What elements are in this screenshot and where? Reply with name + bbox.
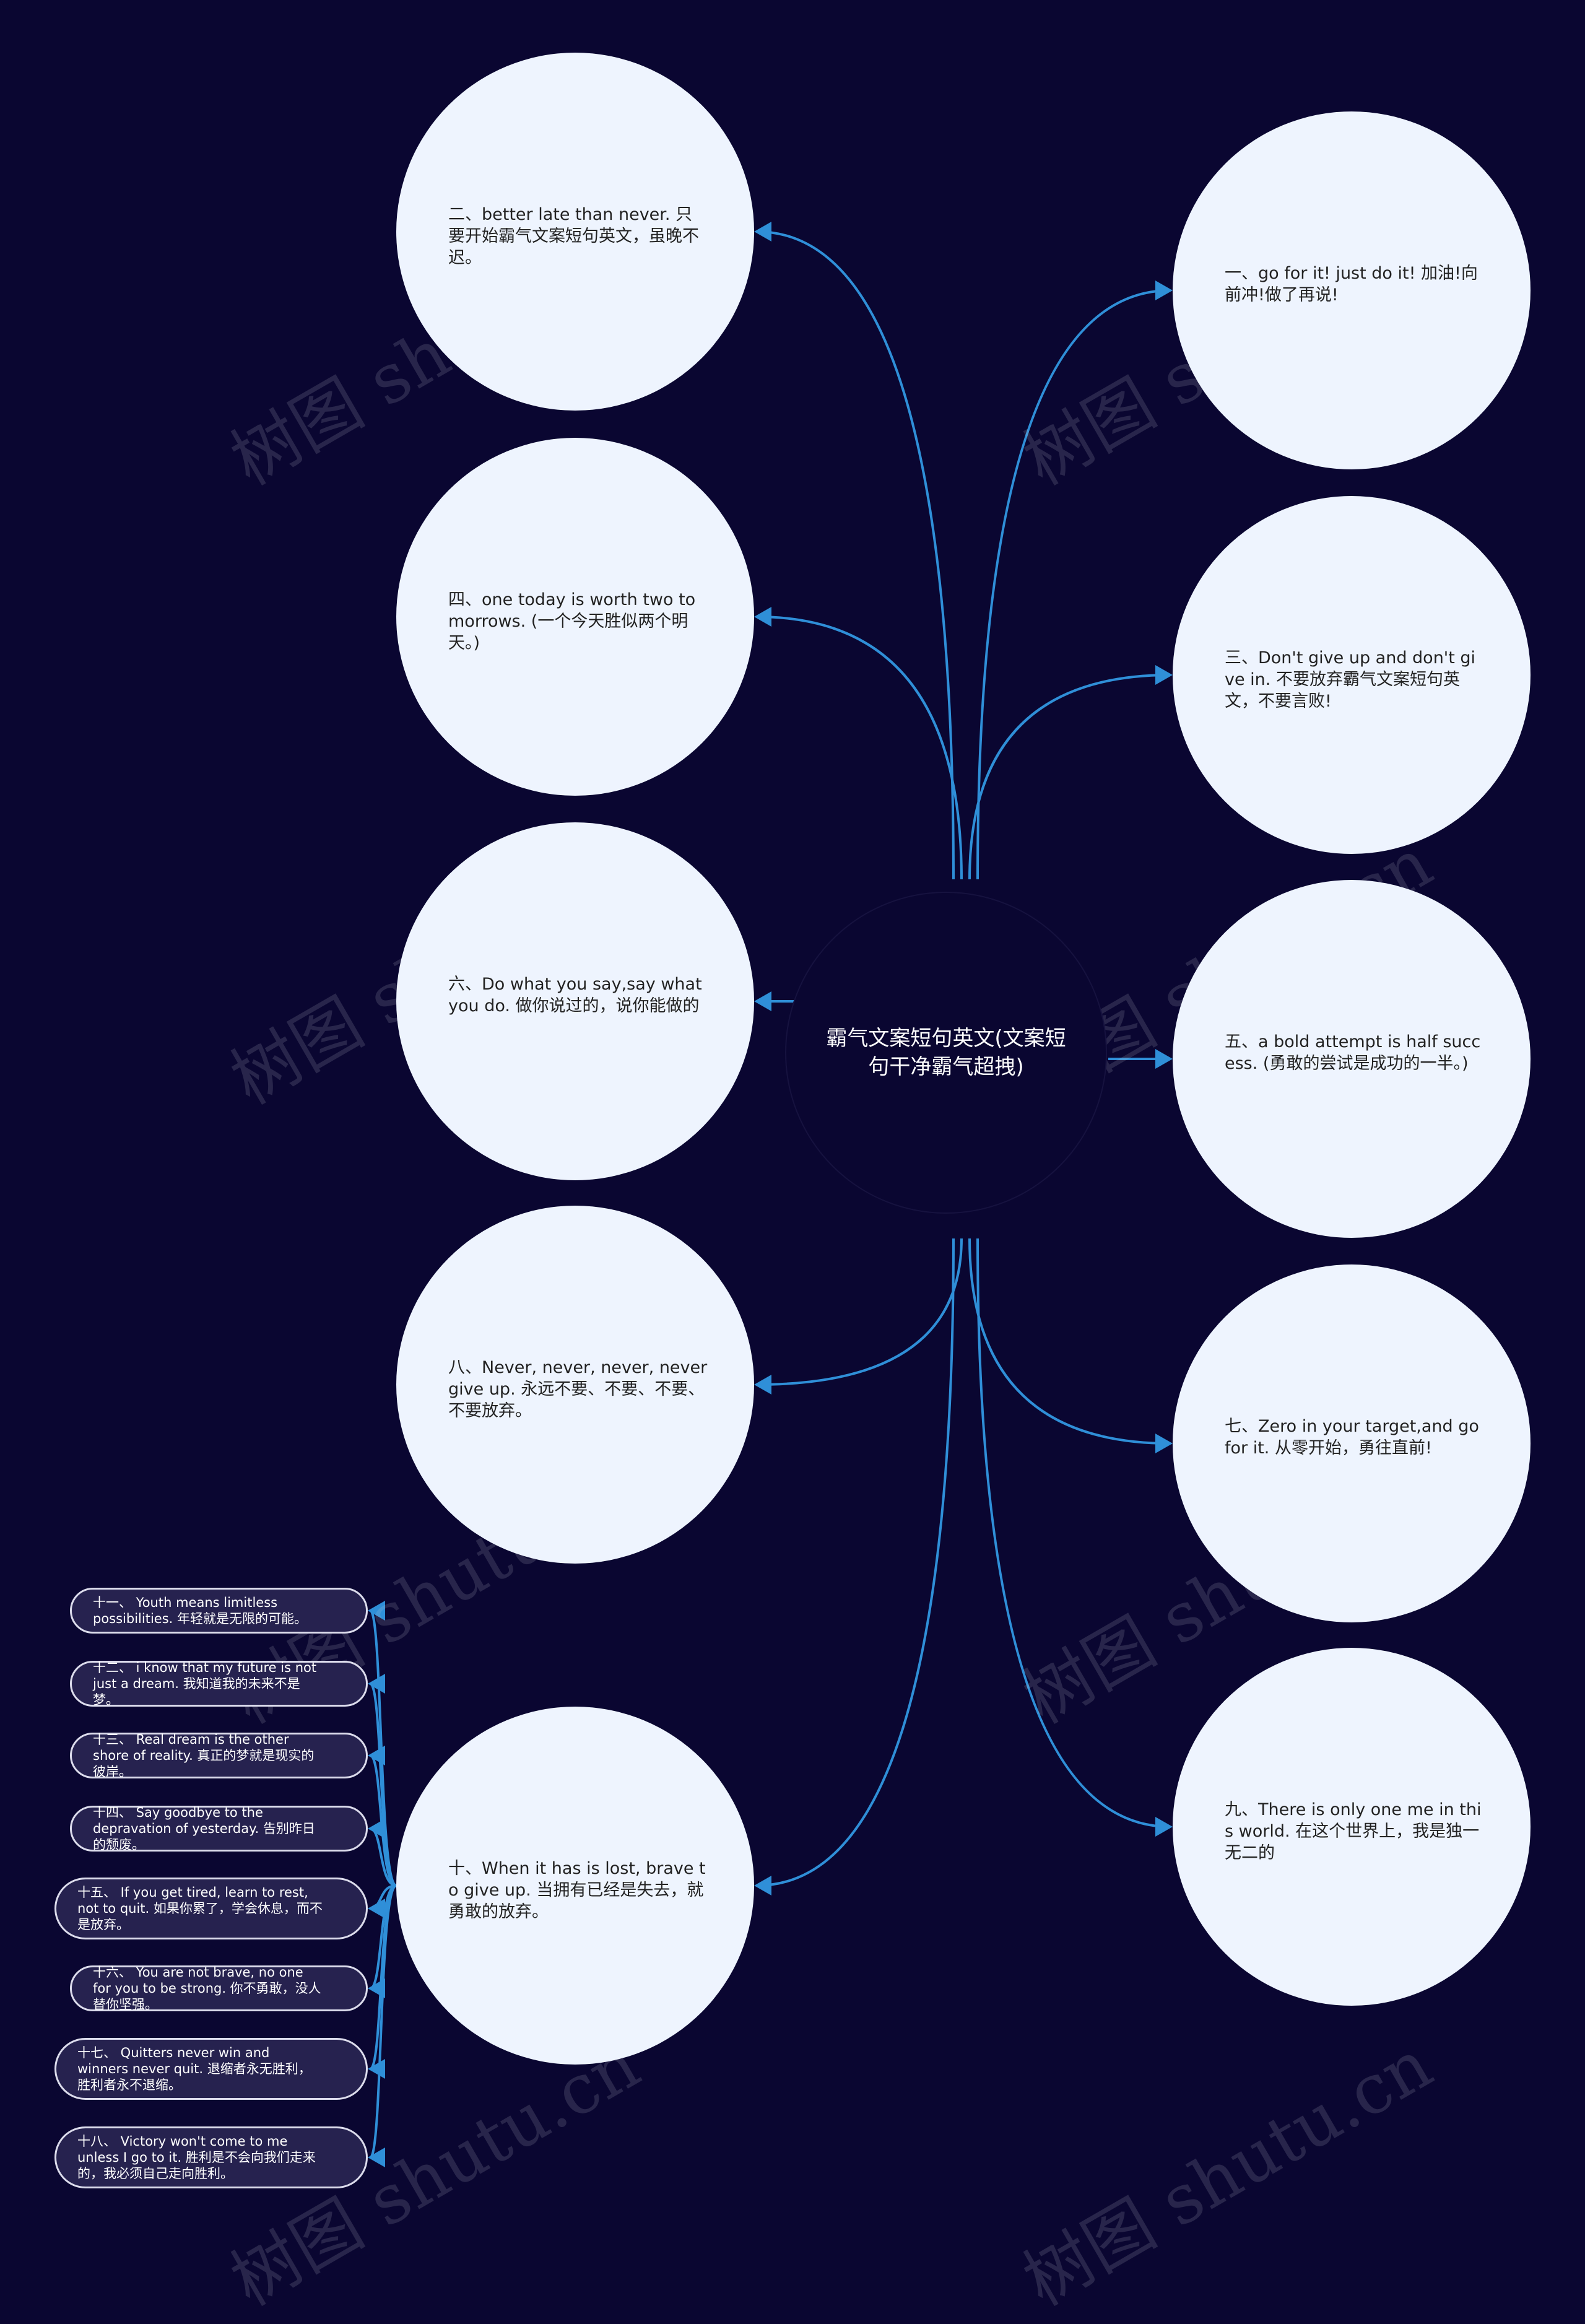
topic-label: 七、Zero in your target,and go for it. 从零开…: [1225, 1417, 1479, 1458]
subtopic-label: 十五、 If you get tired, learn to rest, not…: [77, 1885, 323, 1932]
topic-label: 五、a bold attempt is half success. (勇敢的尝试…: [1225, 1032, 1481, 1073]
topic-label: 一、go for it! just do it! 加油!向前冲!做了再说!: [1225, 264, 1478, 305]
connector-left-5: [754, 1238, 955, 1895]
connector-right-1: [976, 281, 1173, 880]
topic-node-left-2[interactable]: 四、one today is worth two tomorrows. (一个今…: [396, 438, 754, 796]
connector-right-4: [968, 1238, 1173, 1453]
connector-left-1: [754, 222, 955, 880]
topic-label: 八、Never, never, never, never give up. 永远…: [448, 1358, 708, 1421]
topic-node-right-5[interactable]: 九、There is only one me in this world. 在这…: [1173, 1648, 1531, 2006]
subtopic-label: 十六、 You are not brave, no one for you to…: [93, 1965, 321, 2012]
connector-sub-15: [368, 1884, 397, 1918]
topic-node-right-2[interactable]: 三、Don't give up and don't give in. 不要放弃霸…: [1173, 496, 1531, 854]
topic-label: 二、better late than never. 只要开始霸气文案短句英文，虽…: [448, 205, 699, 268]
subtopic-label: 十一、 Youth means limitless possibilities.…: [93, 1595, 308, 1626]
subtopic-node-17[interactable]: 十七、 Quitters never win and winners never…: [54, 2038, 368, 2100]
topic-label: 十、When it has is lost, brave to give up.…: [448, 1859, 706, 1921]
topic-node-left-1[interactable]: 二、better late than never. 只要开始霸气文案短句英文，虽…: [396, 53, 754, 411]
topic-node-left-5[interactable]: 十、When it has is lost, brave to give up.…: [396, 1707, 754, 2065]
subtopic-label: 十八、 Victory won't come to me unless I go…: [77, 2134, 316, 2181]
topic-label: 三、Don't give up and don't give in. 不要放弃霸…: [1225, 648, 1476, 711]
subtopic-node-15[interactable]: 十五、 If you get tired, learn to rest, not…: [54, 1878, 368, 1939]
subtopic-node-16[interactable]: 十六、 You are not brave, no one for you to…: [70, 1965, 368, 2012]
subtopic-node-12[interactable]: 十二、 i know that my future is not just a …: [70, 1660, 368, 1707]
central-topic-label: 霸气文案短句英文(文案短句干净霸气超拽): [826, 1026, 1066, 1079]
connector-left-4: [754, 1238, 963, 1395]
topic-label: 九、There is only one me in this world. 在这…: [1225, 1800, 1482, 1863]
subtopic-node-18[interactable]: 十八、 Victory won't come to me unless I go…: [54, 2126, 368, 2188]
connectors: [368, 222, 1173, 2167]
connector-left-2: [754, 607, 963, 880]
topic-node-right-1[interactable]: 一、go for it! just do it! 加油!向前冲!做了再说!: [1173, 111, 1531, 469]
subtopic-label: 十三、 Real dream is the other shore of rea…: [93, 1732, 315, 1779]
subtopic-node-14[interactable]: 十四、 Say goodbye to the depravation of ye…: [70, 1805, 368, 1852]
subtopic-label: 十四、 Say goodbye to the depravation of ye…: [93, 1805, 315, 1852]
topic-node-left-4[interactable]: 八、Never, never, never, never give up. 永远…: [396, 1206, 754, 1564]
connector-right-5: [976, 1238, 1173, 1837]
connector-sub-14: [368, 1819, 397, 1887]
connector-sub-18: [368, 1884, 397, 2167]
central-topic[interactable]: 霸气文案短句英文(文案短句干净霸气超拽): [785, 892, 1107, 1214]
topic-node-right-4[interactable]: 七、Zero in your target,and go for it. 从零开…: [1173, 1264, 1531, 1622]
subtopic-label: 十七、 Quitters never win and winners never…: [77, 2045, 311, 2092]
subtopic-node-13[interactable]: 十三、 Real dream is the other shore of rea…: [70, 1732, 368, 1779]
topic-label: 六、Do what you say,say what you do. 做你说过的…: [448, 975, 702, 1016]
connector-right-2: [968, 665, 1173, 880]
topic-node-right-3[interactable]: 五、a bold attempt is half success. (勇敢的尝试…: [1173, 880, 1531, 1238]
connector-sub-12: [368, 1674, 397, 1887]
topic-node-left-3[interactable]: 六、Do what you say,say what you do. 做你说过的…: [396, 822, 754, 1180]
topic-label: 四、one today is worth two tomorrows. (一个今…: [448, 590, 696, 653]
subtopic-label: 十二、 i know that my future is not just a …: [93, 1660, 317, 1707]
subtopic-node-11[interactable]: 十一、 Youth means limitless possibilities.…: [70, 1588, 368, 1634]
